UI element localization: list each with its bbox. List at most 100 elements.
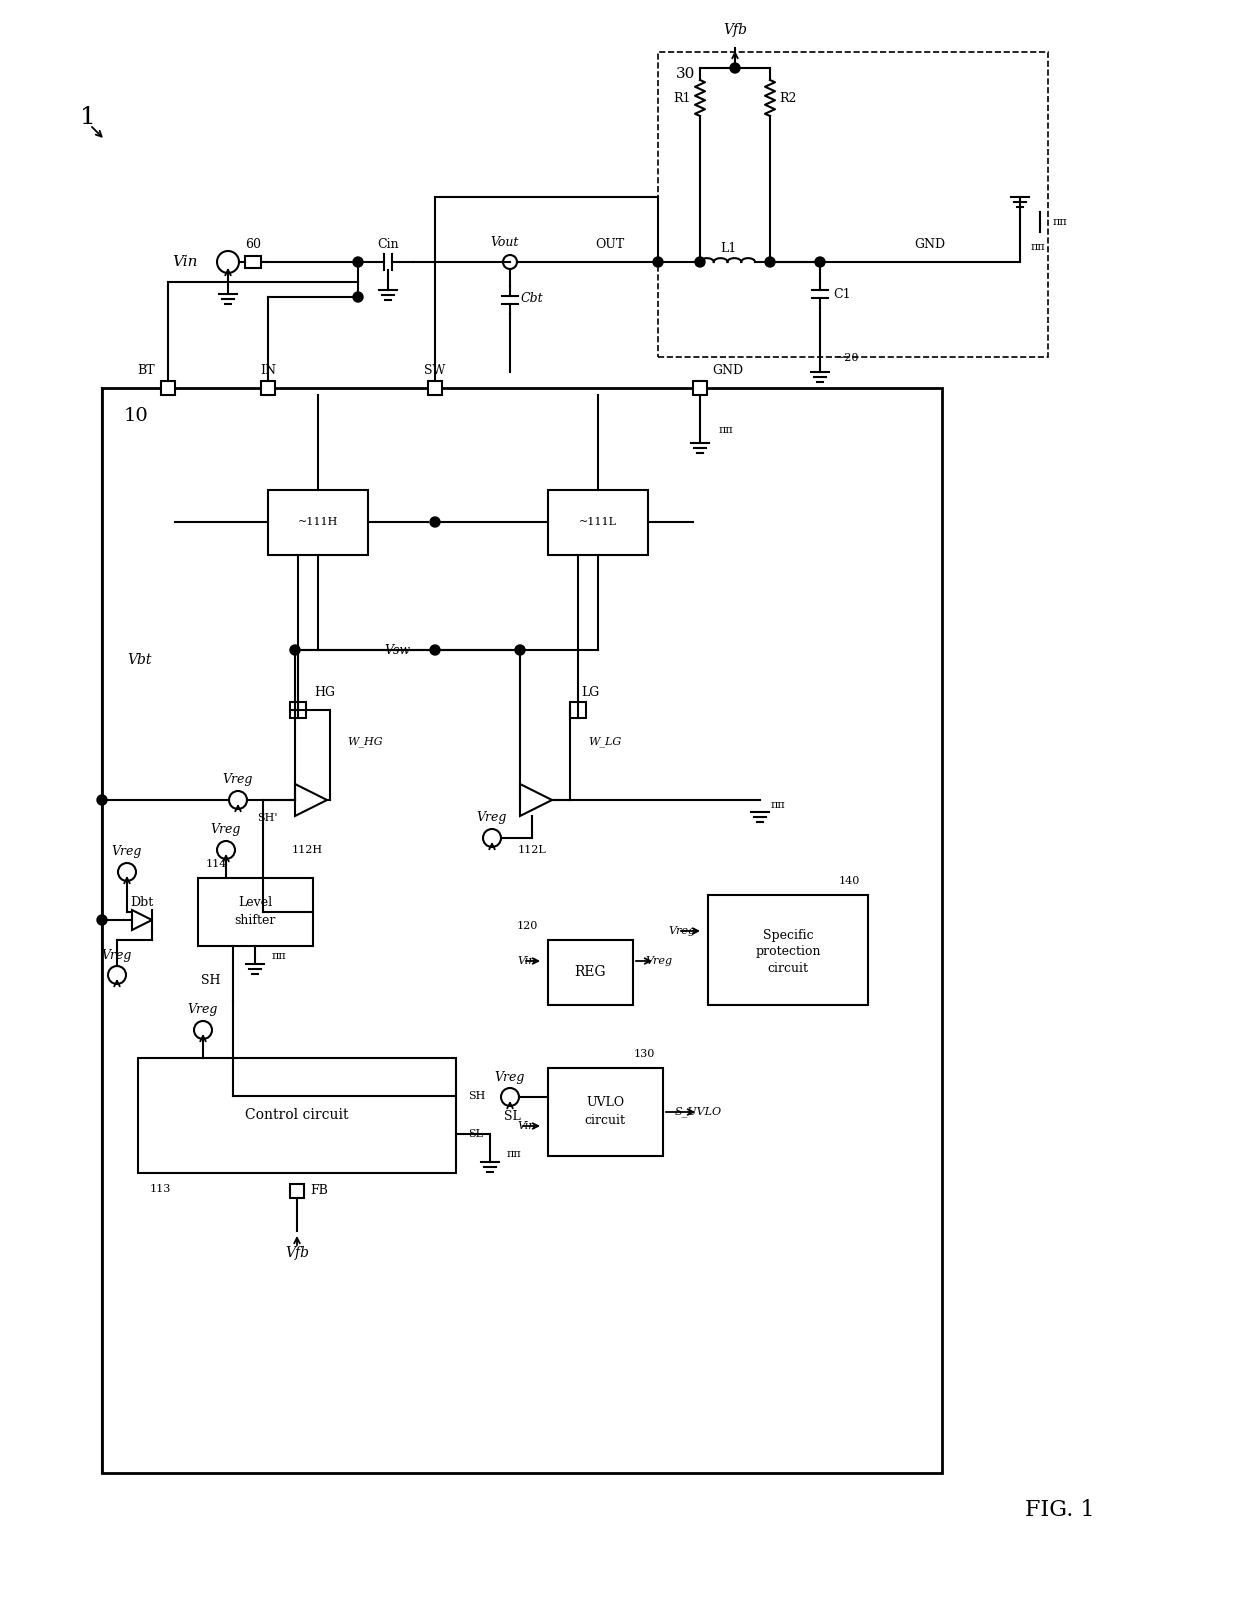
Text: C1: C1 — [833, 287, 851, 300]
Text: SW: SW — [424, 363, 445, 376]
Text: Vfb: Vfb — [285, 1246, 309, 1260]
Bar — [246, 256, 260, 268]
Text: SH: SH — [467, 1092, 485, 1101]
Text: protection: protection — [755, 946, 821, 959]
Text: Vreg: Vreg — [477, 811, 507, 824]
Text: HG: HG — [315, 686, 336, 699]
Text: 60: 60 — [246, 237, 260, 250]
Bar — [570, 702, 587, 719]
Circle shape — [730, 63, 740, 73]
Text: ~20: ~20 — [836, 354, 859, 363]
Circle shape — [815, 256, 825, 268]
Bar — [658, 52, 1048, 357]
Bar — [198, 878, 312, 946]
Bar — [260, 381, 275, 396]
Polygon shape — [131, 910, 153, 929]
Text: ππ: ππ — [1053, 217, 1068, 227]
Text: Vreg: Vreg — [102, 949, 133, 962]
Circle shape — [97, 915, 107, 925]
Text: UVLO: UVLO — [587, 1095, 624, 1108]
Bar — [708, 895, 868, 1006]
Text: 112L: 112L — [517, 845, 547, 855]
Text: ππ: ππ — [507, 1148, 521, 1160]
Text: SL: SL — [467, 1129, 484, 1139]
Text: Vreg: Vreg — [187, 1004, 218, 1017]
Text: Vout: Vout — [491, 235, 520, 248]
Bar — [290, 1184, 304, 1199]
Circle shape — [430, 646, 440, 655]
Text: R2: R2 — [779, 91, 796, 104]
Text: ~111H: ~111H — [298, 517, 339, 527]
Text: 1: 1 — [81, 107, 95, 130]
Text: ~111L: ~111L — [579, 517, 618, 527]
Text: Vin: Vin — [172, 255, 198, 269]
Bar — [138, 1058, 456, 1173]
Text: 130: 130 — [634, 1049, 655, 1059]
Text: Control circuit: Control circuit — [246, 1108, 348, 1122]
Text: 10: 10 — [124, 407, 149, 425]
Text: LG: LG — [580, 686, 599, 699]
Circle shape — [97, 795, 107, 805]
Circle shape — [653, 256, 663, 268]
Text: Cbt: Cbt — [521, 292, 543, 305]
Text: Cin: Cin — [377, 237, 399, 250]
Text: ππ: ππ — [770, 800, 785, 809]
Text: FB: FB — [310, 1184, 327, 1197]
Bar — [268, 490, 368, 555]
Text: SH': SH' — [257, 813, 278, 822]
Text: Vin: Vin — [517, 955, 536, 967]
Text: SH: SH — [201, 975, 221, 988]
Circle shape — [353, 256, 363, 268]
Text: GND: GND — [914, 237, 946, 250]
Text: Vreg: Vreg — [223, 774, 253, 787]
Text: Vfb: Vfb — [723, 23, 746, 37]
Text: 113: 113 — [150, 1184, 171, 1194]
Circle shape — [694, 256, 706, 268]
Text: Vreg: Vreg — [495, 1071, 526, 1083]
Bar — [290, 702, 306, 719]
Text: 30: 30 — [676, 67, 696, 81]
Bar — [548, 1067, 663, 1156]
Text: FIG. 1: FIG. 1 — [1025, 1499, 1095, 1521]
Text: Level: Level — [238, 897, 272, 910]
Text: 140: 140 — [838, 876, 861, 886]
Text: BT: BT — [138, 363, 155, 376]
Text: Vsw: Vsw — [384, 644, 410, 657]
Text: Vreg: Vreg — [211, 824, 242, 837]
Text: W_HG: W_HG — [347, 736, 383, 748]
Text: shifter: shifter — [234, 915, 275, 928]
Circle shape — [430, 517, 440, 527]
Text: circuit: circuit — [768, 962, 808, 975]
Text: W_LG: W_LG — [588, 736, 621, 748]
Text: S_UVLO: S_UVLO — [675, 1106, 722, 1118]
Text: 114: 114 — [206, 860, 227, 869]
Text: Vreg: Vreg — [668, 926, 696, 936]
Bar — [428, 381, 441, 396]
Text: 120: 120 — [517, 921, 538, 931]
Text: 112H: 112H — [291, 845, 322, 855]
Text: ππ: ππ — [272, 950, 286, 960]
Text: Dbt: Dbt — [130, 895, 154, 908]
Bar — [693, 381, 707, 396]
Text: ππ: ππ — [719, 425, 733, 435]
Text: IN: IN — [260, 363, 277, 376]
Bar — [161, 381, 175, 396]
Circle shape — [353, 292, 363, 302]
Circle shape — [515, 646, 525, 655]
Text: OUT: OUT — [595, 237, 625, 250]
Text: SL: SL — [503, 1109, 521, 1122]
Text: R1: R1 — [673, 91, 691, 104]
Circle shape — [290, 646, 300, 655]
Text: circuit: circuit — [584, 1113, 625, 1127]
Text: GND: GND — [713, 363, 744, 376]
Circle shape — [765, 256, 775, 268]
Text: ππ: ππ — [1030, 242, 1045, 251]
Text: Specific: Specific — [763, 929, 813, 942]
Text: Vreg: Vreg — [645, 955, 672, 967]
Bar — [102, 388, 942, 1473]
Bar — [548, 941, 632, 1006]
Text: REG: REG — [574, 965, 606, 980]
Text: Vbt: Vbt — [126, 654, 151, 667]
Text: Vin: Vin — [517, 1121, 536, 1131]
Text: L1: L1 — [720, 242, 737, 255]
